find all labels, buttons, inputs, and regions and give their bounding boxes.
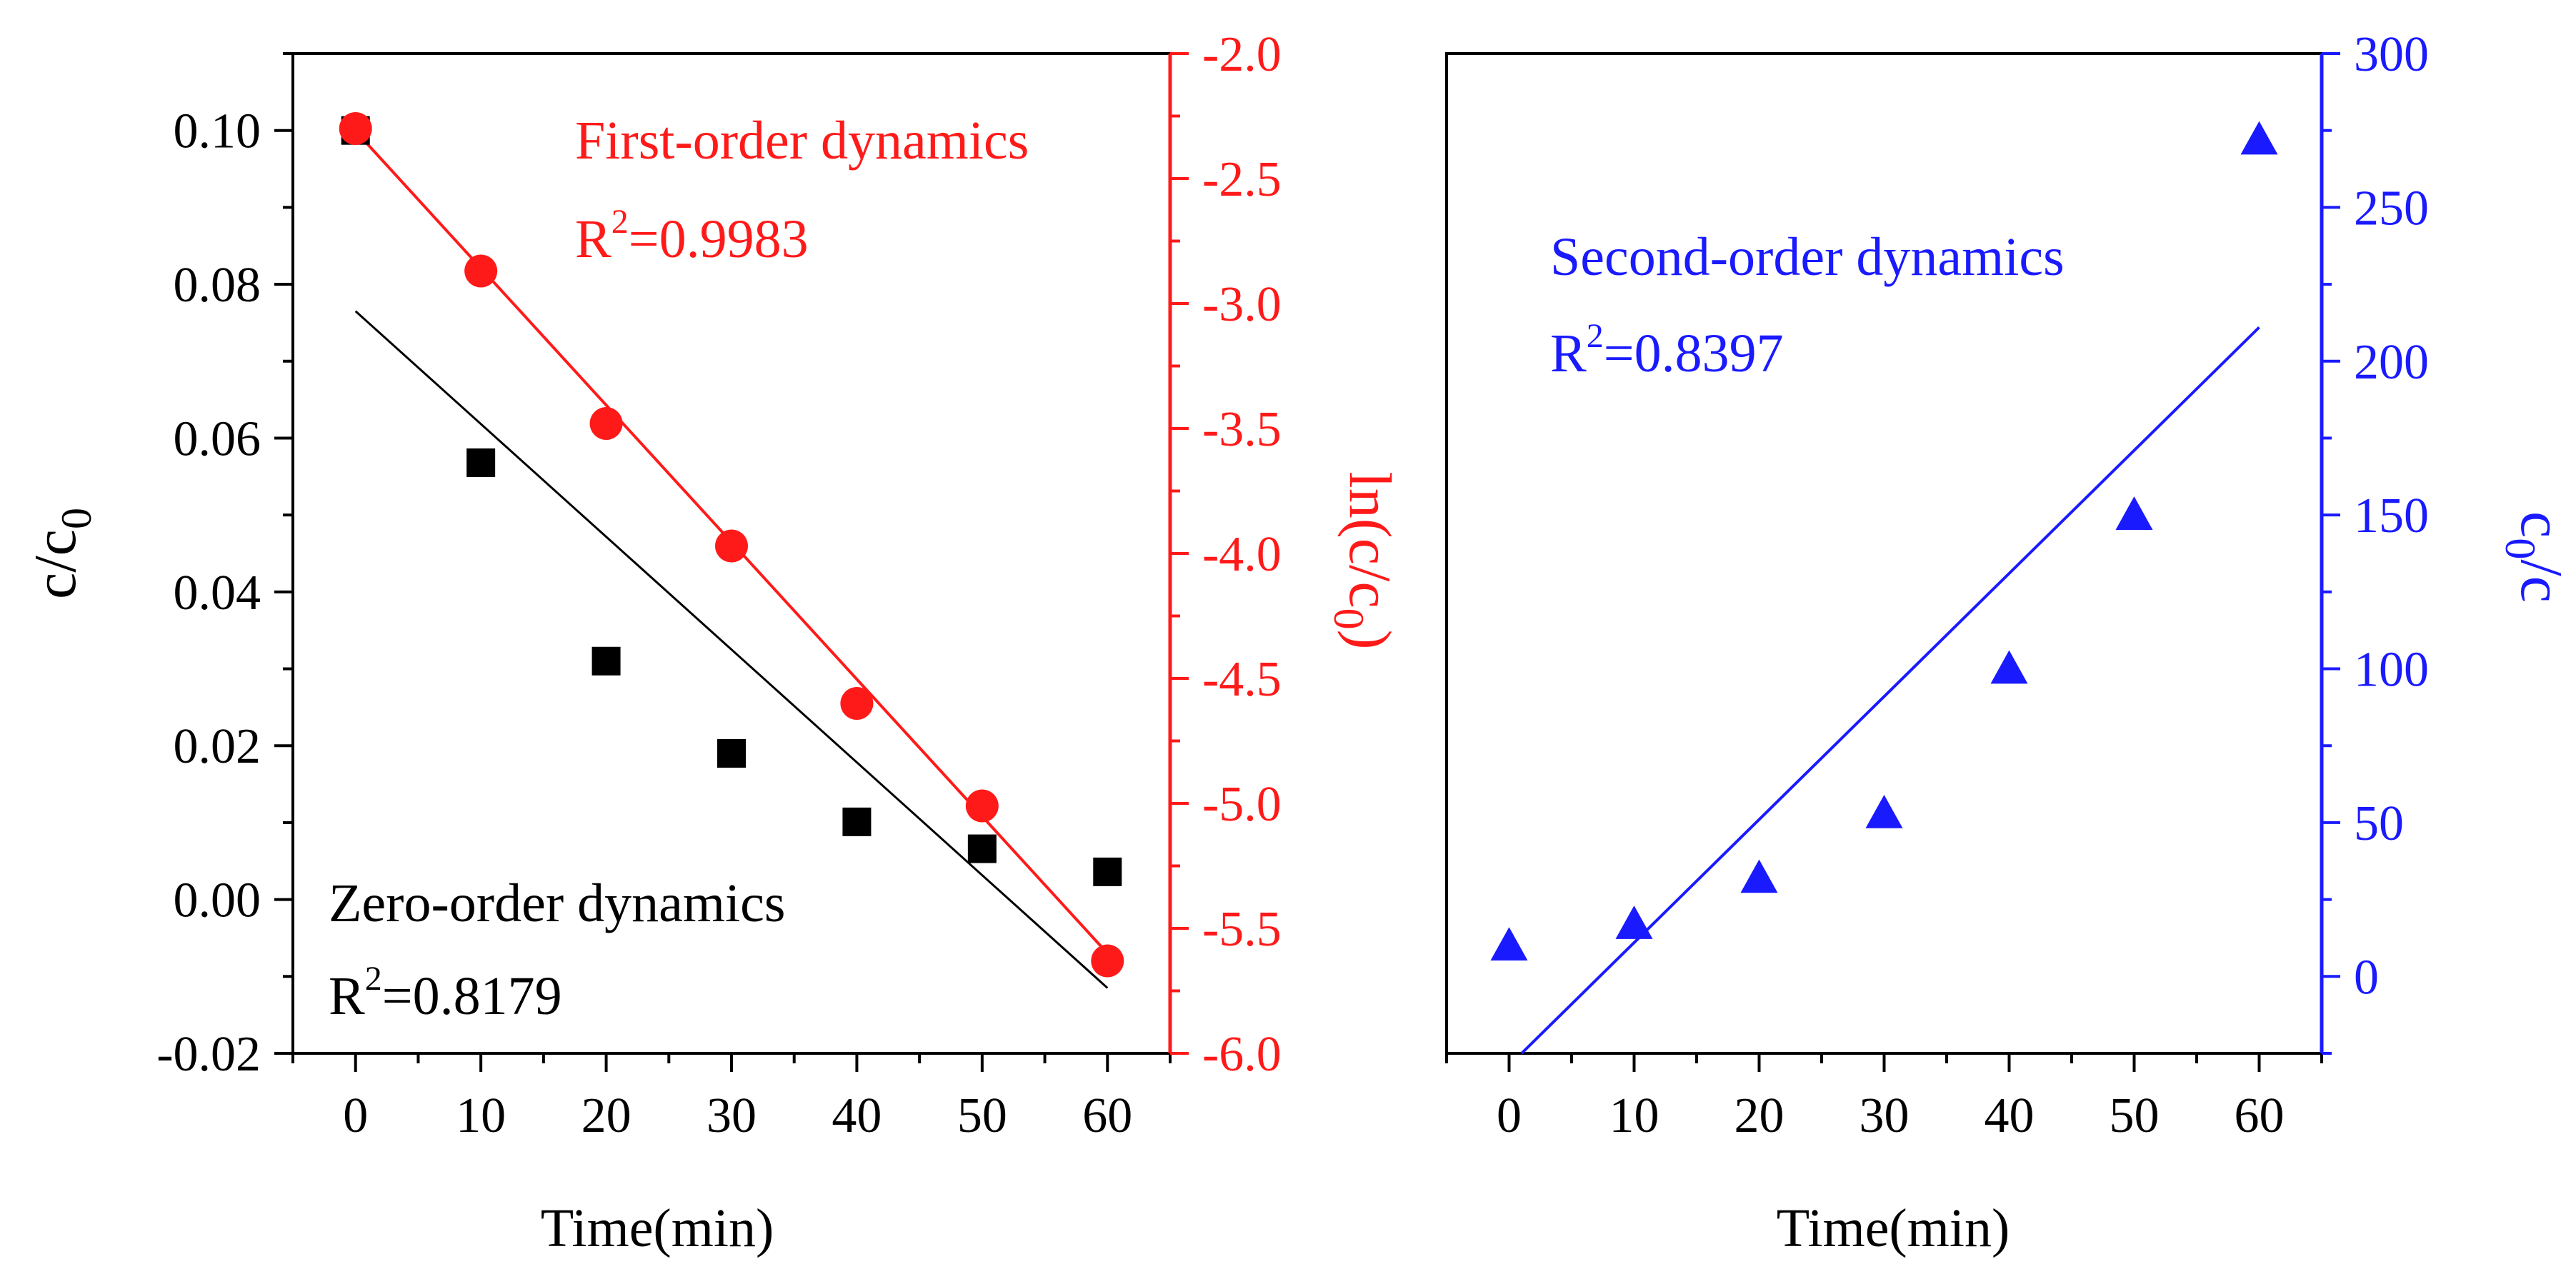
right-right-y-tick-label: 0: [2354, 950, 2379, 1005]
zero-order-point: [591, 646, 621, 676]
right-x-axis-title: Time(min): [1777, 1198, 2010, 1258]
first-order-label: First-order dynamics: [575, 111, 1029, 171]
left-right-y-tick-label: -2.0: [1202, 27, 1282, 82]
left-x-tick-label: 10: [456, 1088, 506, 1143]
right-y-axis-title-c0c: c0/c: [2497, 511, 2575, 603]
second-order-point: [1990, 650, 2028, 684]
left-right-y-tick-label: -4.0: [1202, 527, 1282, 582]
right-x-tick-label: 40: [1985, 1088, 2035, 1143]
second-order-point: [1615, 906, 1653, 939]
left-x-tick-label: 20: [581, 1088, 631, 1143]
right-x-tick-label: 0: [1497, 1088, 1522, 1143]
left-y-tick-label: 0.10: [174, 104, 261, 159]
left-right-y-ticks: -2.0 -2.5 -3.0 -3.5 -4.0 -4.5 -5.0 -5.5 -6.0: [1170, 27, 1282, 1082]
left-y-tick-label: -0.02: [156, 1027, 261, 1082]
right-x-tick-label: 30: [1859, 1088, 1909, 1143]
second-order-point: [1865, 795, 1903, 828]
left-x-tick-label: 50: [957, 1088, 1007, 1143]
zero-order-point: [1093, 857, 1122, 886]
first-order-r2: R2=0.9983: [575, 203, 809, 269]
first-order-point: [589, 407, 623, 440]
right-right-y-tick-label: 300: [2354, 27, 2429, 82]
second-order-label: Second-order dynamics: [1550, 227, 2065, 287]
right-x-tick-label: 60: [2235, 1088, 2285, 1143]
right-plot-frame: [1445, 52, 2323, 1055]
left-x-tick-label: 40: [832, 1088, 882, 1143]
right-y-axis-title-ln: ln(c/c0): [1325, 471, 1403, 649]
right-x-tick-label: 50: [2110, 1088, 2160, 1143]
left-right-y-tick-label: -5.5: [1202, 902, 1282, 957]
zero-order-point: [466, 448, 496, 477]
right-right-y-tick-label: 50: [2354, 796, 2404, 851]
left-y-tick-label: 0.04: [174, 566, 261, 621]
left-right-y-tick-label: -5.0: [1202, 777, 1282, 832]
first-order-point: [715, 529, 748, 563]
left-data-points: [339, 112, 1124, 978]
right-right-y-ticks: 300 250 200 150 100 50 0: [2322, 27, 2429, 1055]
right-x-tick-label: 10: [1609, 1088, 1659, 1143]
first-order-point: [965, 789, 999, 823]
right-data-points: [1490, 121, 2278, 961]
left-right-y-tick-label: -3.5: [1202, 402, 1282, 457]
left-y-tick-label: 0.02: [174, 719, 261, 774]
second-order-point: [1740, 859, 1778, 893]
left-y-ticks: 0.10 0.08 0.06 0.04 0.02 0.00 -0.02: [156, 52, 293, 1082]
left-x-tick-label: 60: [1082, 1088, 1132, 1143]
second-order-r2: R2=0.8397: [1550, 317, 1784, 383]
left-right-y-tick-label: -6.0: [1202, 1027, 1282, 1082]
right-right-y-tick-label: 100: [2354, 643, 2429, 698]
first-order-point: [339, 112, 372, 145]
second-order-point: [2115, 496, 2153, 530]
svg-text:c/c0: c/c0: [22, 508, 100, 599]
left-right-y-tick-label: -4.5: [1202, 652, 1282, 707]
right-right-y-tick-label: 200: [2354, 335, 2429, 390]
left-y-tick-label: 0.06: [174, 411, 261, 466]
right-right-y-tick-label: 150: [2354, 488, 2429, 543]
zero-order-point: [842, 807, 872, 836]
right-panel: 0 10 20 30 40 50 60 300 250 200 150 100 50 0 Time(mi…: [1445, 27, 2575, 1258]
second-order-fit-line: [1520, 326, 2260, 1055]
zero-order-point: [967, 834, 997, 863]
left-panel: 0 10 20 30 40 50 60 0.10 0.08 0.06 0.04 0.02 0.00 -0…: [22, 27, 1403, 1258]
first-order-point: [840, 687, 874, 720]
right-fit-lines: [1520, 326, 2260, 1055]
right-right-y-tick-label: 250: [2354, 181, 2429, 236]
first-order-point: [464, 254, 498, 288]
left-y-tick-label: 0.08: [174, 258, 261, 313]
left-x-axis-title: Time(min): [541, 1198, 774, 1258]
left-x-ticks: 0 10 20 30 40 50 60: [291, 1053, 1172, 1143]
left-x-tick-label: 30: [707, 1088, 757, 1143]
right-x-ticks: 0 10 20 30 40 50 60: [1445, 1053, 2323, 1143]
second-order-point: [1490, 927, 1528, 961]
svg-text:ln(c/c0): ln(c/c0): [1325, 471, 1403, 649]
zero-order-point: [717, 739, 746, 768]
svg-text:c0/c: c0/c: [2497, 511, 2575, 603]
left-y-axis-title: c/c0: [22, 508, 100, 599]
left-right-y-tick-label: -3.0: [1202, 277, 1282, 332]
zero-order-r2: R2=0.8179: [329, 960, 562, 1026]
left-y-tick-label: 0.00: [174, 873, 261, 928]
left-right-y-tick-label: -2.5: [1202, 152, 1282, 207]
right-x-tick-label: 20: [1734, 1088, 1784, 1143]
left-x-tick-label: 0: [343, 1088, 368, 1143]
first-order-point: [1091, 944, 1124, 978]
second-order-point: [2240, 121, 2278, 155]
zero-order-fit-line: [354, 310, 1109, 989]
zero-order-label: Zero-order dynamics: [329, 873, 785, 933]
